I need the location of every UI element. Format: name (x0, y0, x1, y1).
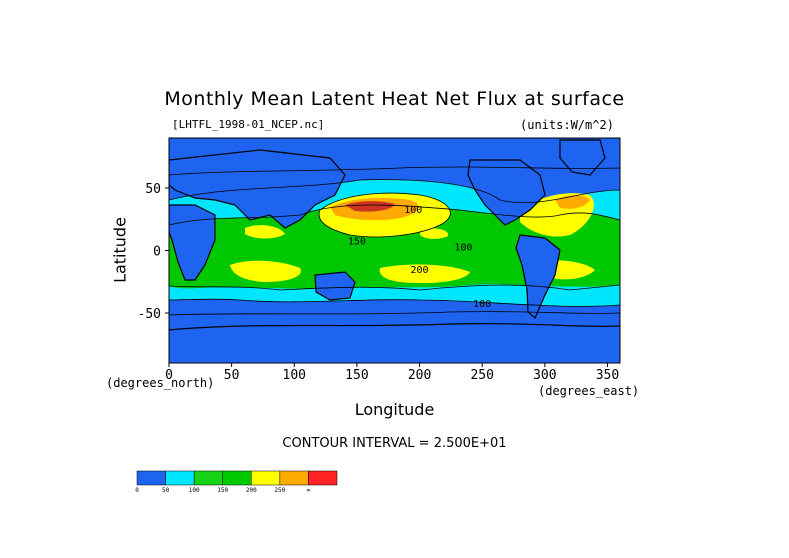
colorbar-tick-label: 250 (274, 487, 285, 494)
x-axis-unit: (degrees_east) (538, 384, 640, 398)
contour-label: 100 (454, 243, 472, 254)
x-tick-label: 250 (470, 368, 493, 383)
contour-labels: 100 150 100 200 100 (348, 205, 491, 310)
colorbar: 0 50 100 150 200 250 ∞ (135, 470, 338, 494)
x-ticks: 0 50 100 150 200 250 300 350 (165, 363, 619, 383)
colorbar-swatch (222, 470, 252, 486)
y-tick-label: -50 (138, 307, 161, 322)
contour-label: 150 (348, 236, 366, 247)
contour-label: 200 (411, 265, 429, 276)
x-tick-label: 50 (224, 368, 240, 383)
y-axis-label: Latitude (110, 217, 130, 283)
colorbar-swatch (136, 470, 166, 486)
chart-title: Monthly Mean Latent Heat Net Flux at sur… (164, 88, 625, 110)
colorbar-swatch (279, 470, 309, 486)
units-label: (units:W/m^2) (520, 118, 614, 132)
x-axis-label: Longitude (354, 400, 435, 419)
dataset-label: [LHTFL_1998-01_NCEP.nc] (172, 118, 325, 131)
colorbar-swatch (308, 470, 338, 486)
colorbar-swatch (251, 470, 281, 486)
colorbar-tick-label: 50 (162, 487, 170, 494)
contour-label: 100 (404, 205, 422, 216)
contour-interval-note: CONTOUR INTERVAL = 2.500E+01 (282, 436, 507, 451)
flux-map (169, 138, 620, 363)
y-axis-unit: (degrees_north) (106, 376, 215, 390)
colorbar-swatch (165, 470, 195, 486)
colorbar-tick-label: 0 (135, 487, 139, 494)
x-tick-label: 200 (408, 368, 431, 383)
y-tick-label: 50 (145, 182, 161, 197)
x-tick-label: 300 (533, 368, 556, 383)
y-ticks: -50 0 50 (138, 182, 169, 322)
colorbar-tick-label: 100 (189, 487, 200, 494)
colorbar-tick-label: 150 (217, 487, 228, 494)
y-tick-label: 0 (153, 245, 161, 260)
plot-frame (168, 137, 621, 364)
contour-label: 100 (473, 299, 491, 310)
colorbar-swatch (193, 470, 223, 486)
x-tick-label: 150 (345, 368, 368, 383)
x-tick-label: 100 (283, 368, 306, 383)
colorbar-tick-label: 200 (246, 487, 257, 494)
colorbar-tick-label: ∞ (307, 487, 311, 494)
x-tick-label: 350 (596, 368, 619, 383)
